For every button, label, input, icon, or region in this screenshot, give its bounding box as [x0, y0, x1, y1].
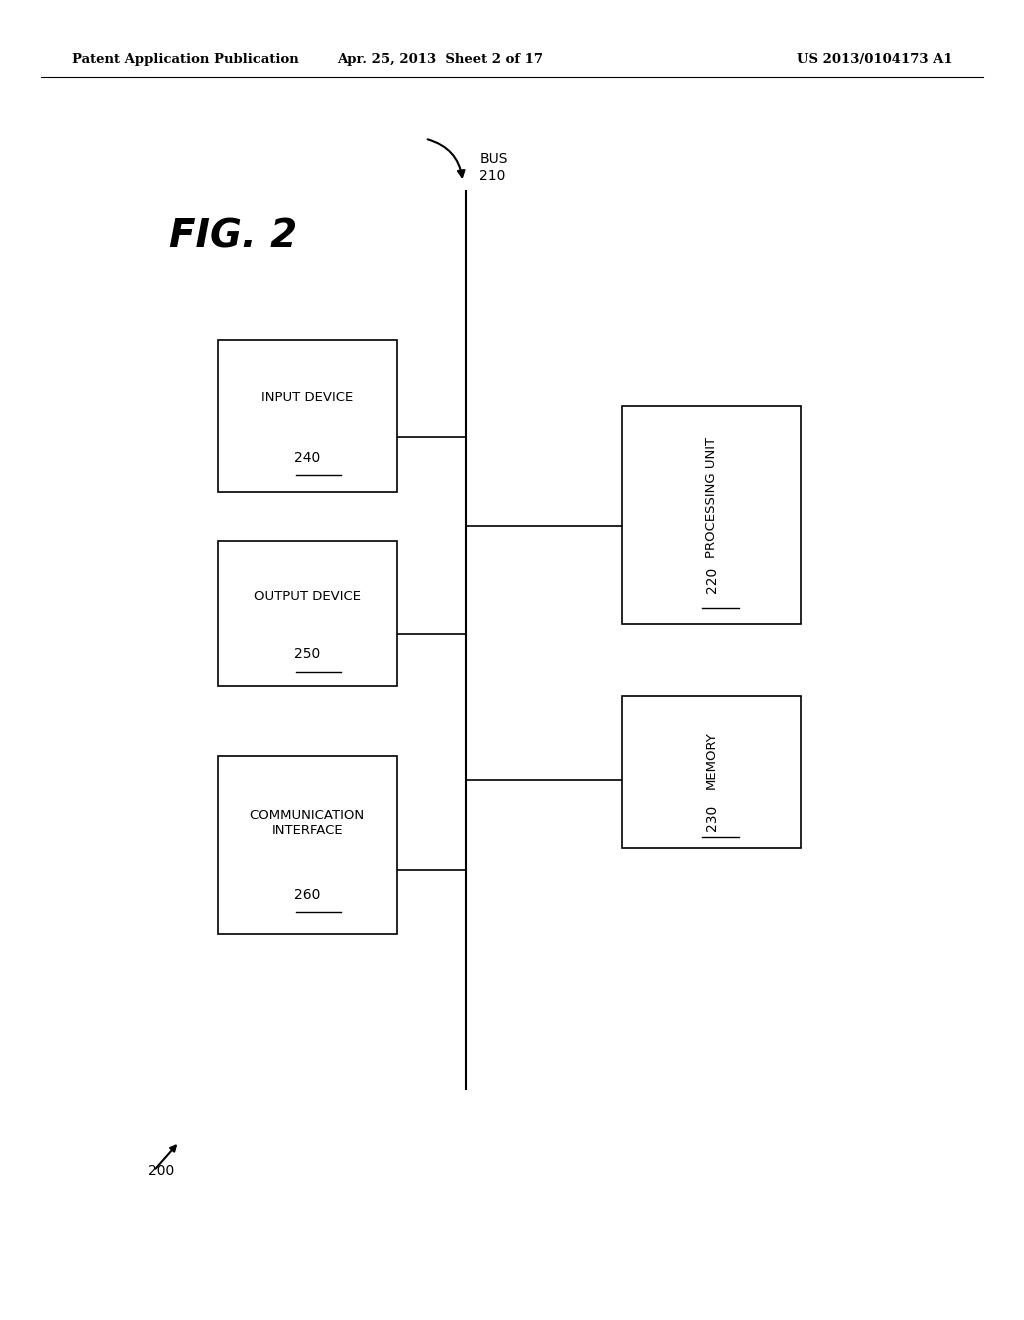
- Bar: [217, 755, 396, 935]
- Bar: [217, 339, 396, 491]
- Text: BUS
210: BUS 210: [479, 152, 508, 183]
- Text: Patent Application Publication: Patent Application Publication: [72, 53, 298, 66]
- Bar: [622, 407, 801, 624]
- Text: COMMUNICATION
INTERFACE: COMMUNICATION INTERFACE: [250, 809, 365, 837]
- Text: OUTPUT DEVICE: OUTPUT DEVICE: [254, 590, 360, 603]
- Text: 250: 250: [294, 647, 321, 661]
- Text: 240: 240: [294, 451, 321, 466]
- Bar: [217, 541, 396, 686]
- Text: Apr. 25, 2013  Sheet 2 of 17: Apr. 25, 2013 Sheet 2 of 17: [337, 53, 544, 66]
- Bar: [622, 697, 801, 849]
- Text: INPUT DEVICE: INPUT DEVICE: [261, 391, 353, 404]
- Text: 200: 200: [148, 1164, 175, 1179]
- Text: US 2013/0104173 A1: US 2013/0104173 A1: [797, 53, 952, 66]
- Text: PROCESSING UNIT: PROCESSING UNIT: [706, 437, 718, 558]
- Text: MEMORY: MEMORY: [706, 731, 718, 789]
- Text: 260: 260: [294, 887, 321, 902]
- Text: FIG. 2: FIG. 2: [169, 218, 297, 256]
- Text: 220: 220: [705, 568, 719, 593]
- Text: 230: 230: [705, 805, 719, 830]
